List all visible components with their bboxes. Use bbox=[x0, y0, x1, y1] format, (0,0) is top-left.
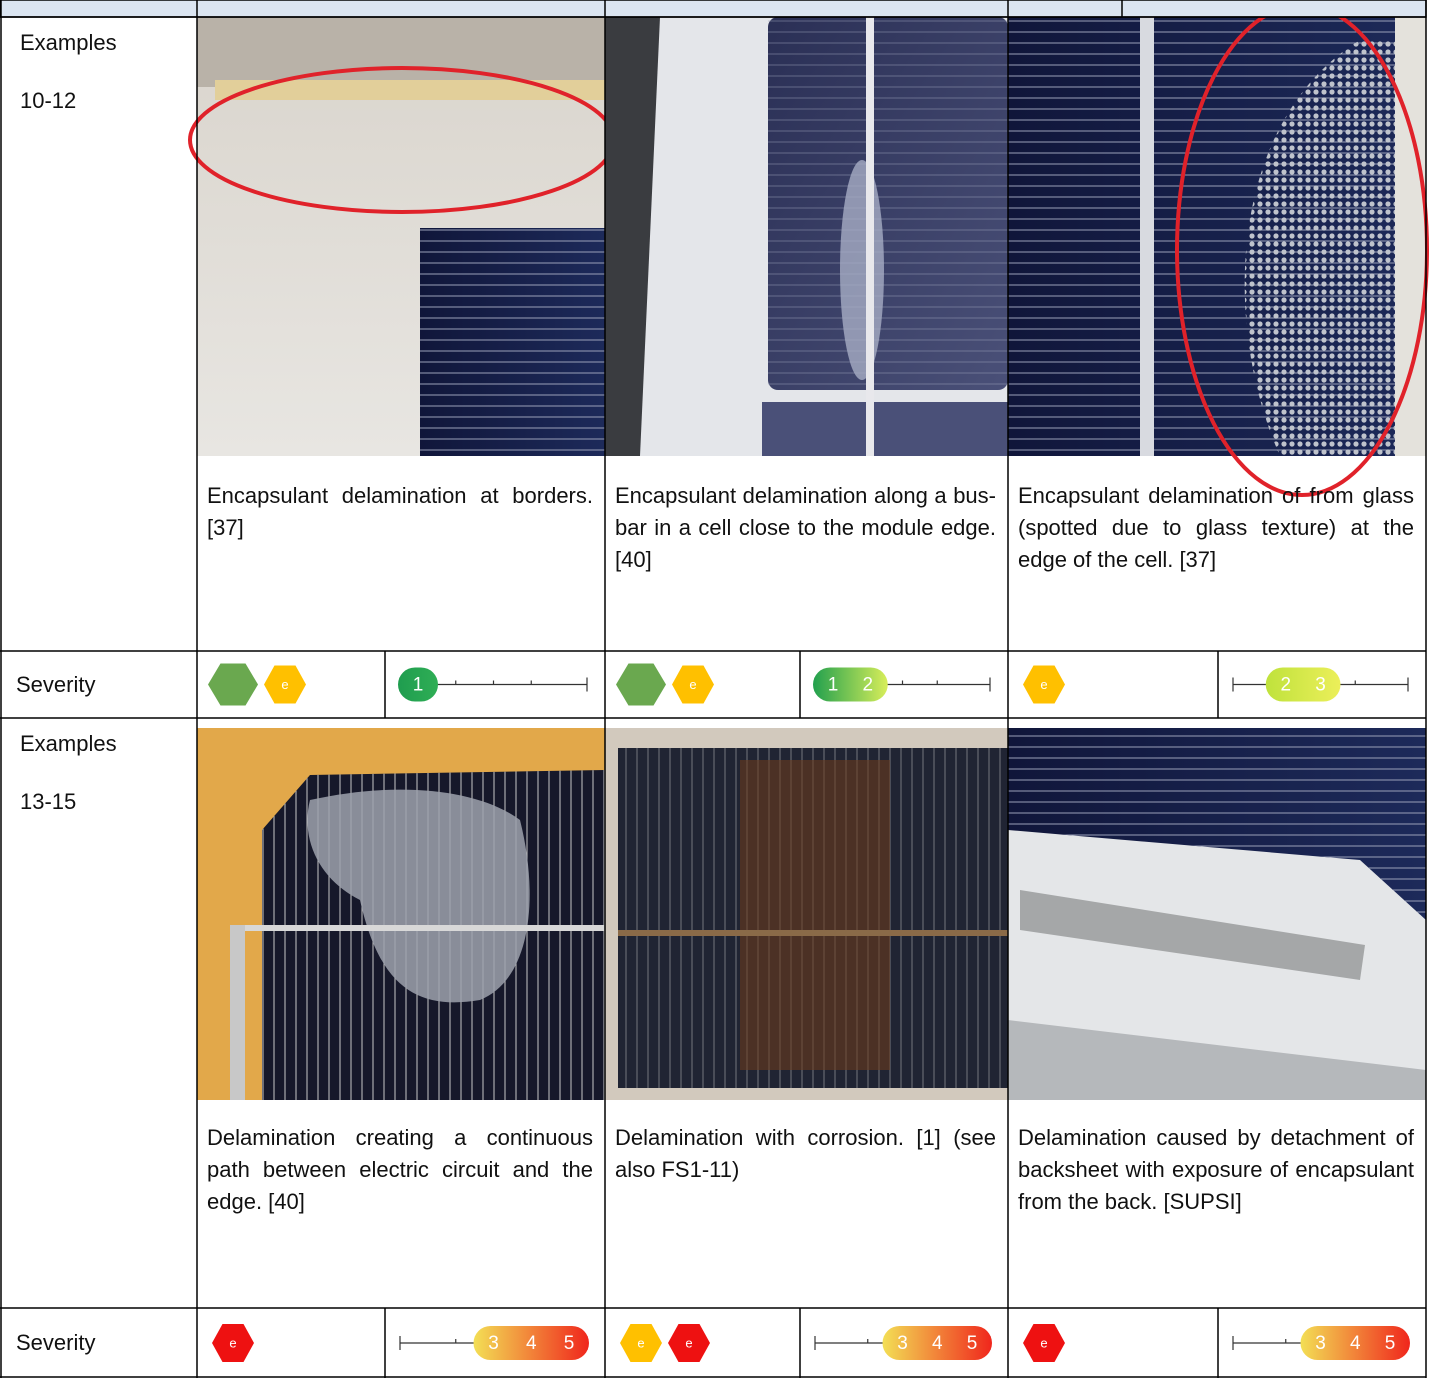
photo-part bbox=[605, 17, 660, 456]
severity-level: 3 bbox=[897, 1333, 908, 1354]
photo-part bbox=[866, 17, 874, 456]
hexagon-label: e bbox=[1040, 677, 1047, 692]
row-label: Examples bbox=[20, 731, 117, 756]
hexagon-label: e bbox=[689, 677, 696, 692]
caption: Encapsulant delamination of from glass (… bbox=[1018, 483, 1414, 572]
photo-part bbox=[1395, 17, 1426, 456]
caption: Delamination creating a continu­ous path… bbox=[207, 1125, 593, 1214]
caption: Encapsulant delamination at bor­ders. [3… bbox=[207, 483, 593, 540]
photo-part bbox=[230, 925, 605, 931]
photo-part bbox=[740, 760, 890, 1070]
severity-level: 3 bbox=[1315, 1333, 1326, 1354]
hexagon bbox=[620, 1324, 662, 1362]
severity-badges: e 1 e 1 2 e 2 3 e 3 4 5 e e 3 4 5 e 3 4 5 bbox=[208, 663, 1410, 1362]
photo-part bbox=[420, 228, 605, 456]
severity-level: 3 bbox=[1315, 675, 1326, 696]
severity-level: 5 bbox=[564, 1333, 575, 1354]
hexagon bbox=[208, 663, 258, 706]
severity-pill bbox=[1265, 667, 1341, 702]
hexagon bbox=[616, 663, 666, 706]
photo-part bbox=[230, 925, 245, 1100]
severity-level: 4 bbox=[526, 1333, 537, 1354]
row-label: Examples bbox=[20, 30, 117, 55]
severity-level: 5 bbox=[1385, 1333, 1396, 1354]
caption: Encapsulant delamination along a bus-bar… bbox=[615, 483, 996, 572]
row-sublabel: 13-15 bbox=[20, 789, 77, 814]
severity-level: 5 bbox=[967, 1333, 978, 1354]
severity-label: Severity bbox=[16, 1330, 96, 1355]
photo-part bbox=[215, 80, 605, 100]
severity-level: 1 bbox=[413, 675, 424, 696]
hexagon bbox=[1023, 665, 1065, 704]
photo-part bbox=[768, 17, 1008, 390]
severity-level: 1 bbox=[828, 675, 839, 696]
hexagon-label: e bbox=[685, 1335, 692, 1350]
photo-part bbox=[197, 17, 605, 87]
severity-level: 2 bbox=[862, 675, 873, 696]
row-sublabel: 10-12 bbox=[20, 88, 77, 113]
severity-level: 4 bbox=[1350, 1333, 1361, 1354]
hexagon bbox=[668, 1324, 710, 1362]
caption: Delamination caused by detach­ment of ba… bbox=[1018, 1125, 1414, 1214]
severity-level: 4 bbox=[932, 1333, 943, 1354]
photo-part bbox=[1008, 1020, 1426, 1100]
photo-part bbox=[1008, 728, 1426, 920]
caption: Delamination with corrosion. [1] (see al… bbox=[615, 1125, 996, 1182]
severity-pill bbox=[473, 1326, 589, 1360]
severity-pill bbox=[398, 667, 438, 702]
photo-part bbox=[307, 789, 530, 1003]
severity-pill bbox=[813, 667, 888, 702]
photo-part bbox=[1140, 17, 1154, 456]
severity-level: 2 bbox=[1280, 675, 1291, 696]
photo-part bbox=[1020, 890, 1365, 980]
severity-pill bbox=[882, 1326, 992, 1360]
hexagon-label: e bbox=[1040, 1335, 1047, 1350]
photo-part bbox=[1244, 40, 1395, 456]
photo-part bbox=[762, 402, 1008, 456]
photos bbox=[188, 3, 1429, 1100]
hexagon bbox=[1023, 1324, 1065, 1362]
hexagon bbox=[264, 665, 306, 704]
severity-level: 3 bbox=[488, 1333, 499, 1354]
photo-part bbox=[840, 160, 884, 380]
severity-pill bbox=[1300, 1326, 1410, 1360]
header-strip bbox=[0, 0, 1427, 18]
severity-label: Severity bbox=[16, 671, 96, 697]
hexagon-label: e bbox=[281, 677, 288, 692]
photo-part bbox=[618, 930, 1008, 936]
hexagon-label: e bbox=[229, 1335, 236, 1350]
hexagon bbox=[672, 665, 714, 704]
hexagon-label: e bbox=[637, 1335, 644, 1350]
hexagon bbox=[212, 1324, 254, 1362]
